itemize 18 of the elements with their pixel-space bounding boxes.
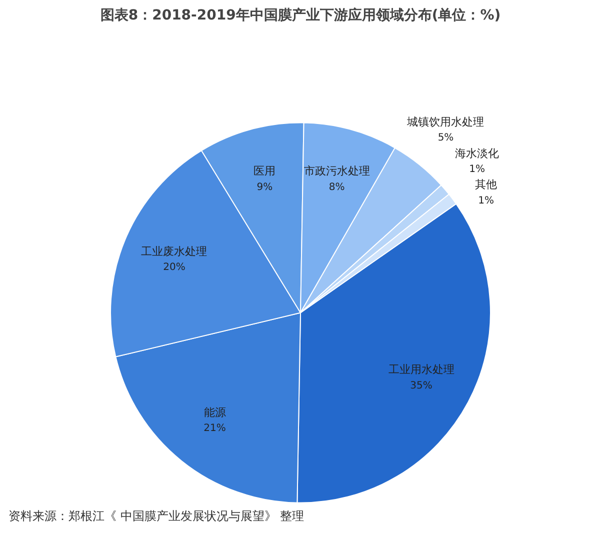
slice-label: 工业废水处理 xyxy=(141,244,208,258)
data-label: 20% xyxy=(163,262,186,274)
data-label: 21% xyxy=(204,423,226,434)
text: 资料来源：郑根江《 中国膜产业发展状况与展望》 整理 xyxy=(8,509,304,524)
data-label: 8% xyxy=(328,182,345,193)
slice-label: 海水淡化 xyxy=(455,146,500,160)
data-label: 9% xyxy=(256,182,273,193)
slice-label: 其他 xyxy=(475,178,498,192)
data-label: 35% xyxy=(410,380,432,392)
slice-label: 工业用水处理 xyxy=(388,363,454,376)
data-label: 5% xyxy=(438,132,454,144)
slice-label: 医用 xyxy=(254,164,276,178)
slice-label: 能源 xyxy=(204,406,226,420)
data-label: 1% xyxy=(478,195,494,206)
slice-label: 城镇饮用水处理 xyxy=(406,115,484,128)
slice-label: 市政污水处理 xyxy=(304,164,370,178)
chart-title: 图表8：2018-2019年中国膜产业下游应用领域分布(单位：%) xyxy=(100,6,501,24)
data-label: 1% xyxy=(469,164,485,175)
